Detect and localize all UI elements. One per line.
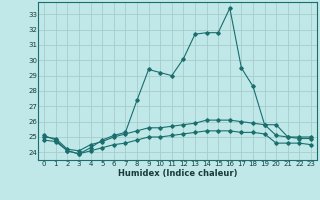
X-axis label: Humidex (Indice chaleur): Humidex (Indice chaleur) [118, 169, 237, 178]
